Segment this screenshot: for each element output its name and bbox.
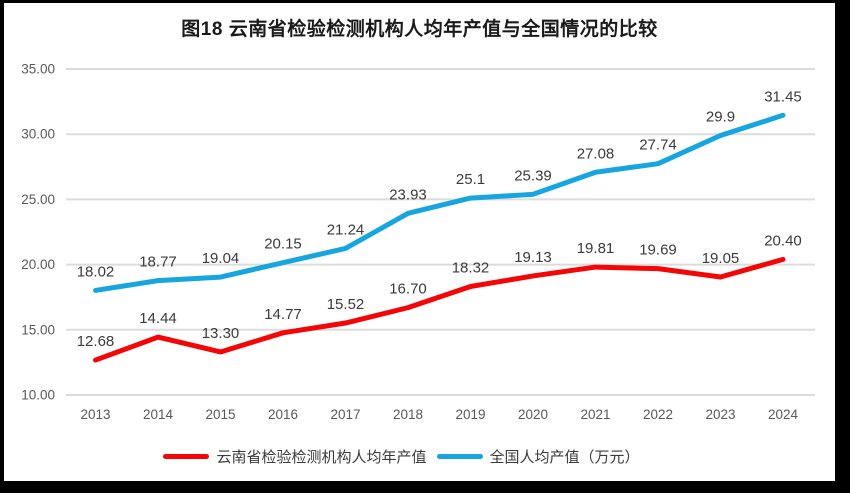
x-tick-label: 2020 xyxy=(518,407,548,422)
x-tick-label: 2021 xyxy=(580,407,610,422)
data-label: 19.04 xyxy=(202,250,240,267)
data-label: 25.1 xyxy=(456,171,485,188)
y-tick-label: 30.00 xyxy=(21,127,55,142)
data-label: 19.05 xyxy=(702,250,740,267)
data-label: 27.08 xyxy=(577,145,615,162)
data-label: 19.81 xyxy=(577,240,615,257)
y-tick-label: 35.00 xyxy=(21,62,55,77)
x-tick-label: 2016 xyxy=(268,407,298,422)
y-tick-label: 20.00 xyxy=(21,257,55,272)
x-tick-label: 2019 xyxy=(455,407,485,422)
data-label: 23.93 xyxy=(389,186,427,203)
data-label: 27.74 xyxy=(639,137,677,154)
data-label: 18.02 xyxy=(77,263,115,280)
data-label: 18.32 xyxy=(452,260,490,277)
legend-item-national: 全国人均产值（万元） xyxy=(436,446,640,467)
data-label: 16.70 xyxy=(389,281,427,298)
x-tick-label: 2022 xyxy=(643,407,673,422)
data-label: 20.15 xyxy=(264,236,302,253)
data-label: 14.77 xyxy=(264,306,302,323)
y-tick-label: 25.00 xyxy=(21,192,55,207)
data-label: 19.69 xyxy=(639,242,677,259)
y-tick-label: 15.00 xyxy=(21,322,55,337)
data-label: 15.52 xyxy=(327,296,365,313)
chart-title: 图18 云南省检验检测机构人均年产值与全国情况的比较 xyxy=(181,19,658,40)
data-label: 29.9 xyxy=(706,109,735,126)
data-label: 14.44 xyxy=(139,310,177,327)
x-tick-label: 2024 xyxy=(768,407,799,422)
data-label: 31.45 xyxy=(764,88,802,105)
x-tick-label: 2015 xyxy=(205,407,235,422)
chart-legend: 云南省检验检测机构人均年产值 全国人均产值（万元） xyxy=(0,446,817,467)
line-chart-plot-area: 35.00 30.00 25.00 20.00 15.00 10.00 2013 2014 20… xyxy=(21,62,815,422)
data-label: 21.24 xyxy=(327,221,365,238)
x-tick-label: 2018 xyxy=(393,407,423,422)
data-label: 13.30 xyxy=(202,325,240,342)
data-label: 19.13 xyxy=(514,249,552,266)
data-label: 20.40 xyxy=(764,232,802,249)
y-tick-label: 10.00 xyxy=(21,388,55,403)
data-label: 18.77 xyxy=(139,254,177,271)
x-tick-label: 2017 xyxy=(330,407,360,422)
x-tick-label: 2023 xyxy=(705,407,735,422)
legend-label-yunnan: 云南省检验检测机构人均年产值 xyxy=(216,449,427,466)
legend-swatch-national-line xyxy=(436,454,483,459)
x-tick-label: 2013 xyxy=(80,407,110,422)
x-tick-label: 2014 xyxy=(143,407,174,422)
series-line-yunnan xyxy=(93,256,786,363)
data-label: 25.39 xyxy=(514,167,552,184)
series-line-national xyxy=(93,112,786,293)
legend-item-yunnan: 云南省检验检测机构人均年产值 xyxy=(163,446,427,467)
chart-canvas: 图18 云南省检验检测机构人均年产值与全国情况的比较 35.00 30.00 25.… xyxy=(4,3,835,481)
legend-swatch-yunnan-line xyxy=(163,454,210,459)
legend-label-national: 全国人均产值（万元） xyxy=(489,449,640,466)
data-label: 12.68 xyxy=(77,333,115,350)
